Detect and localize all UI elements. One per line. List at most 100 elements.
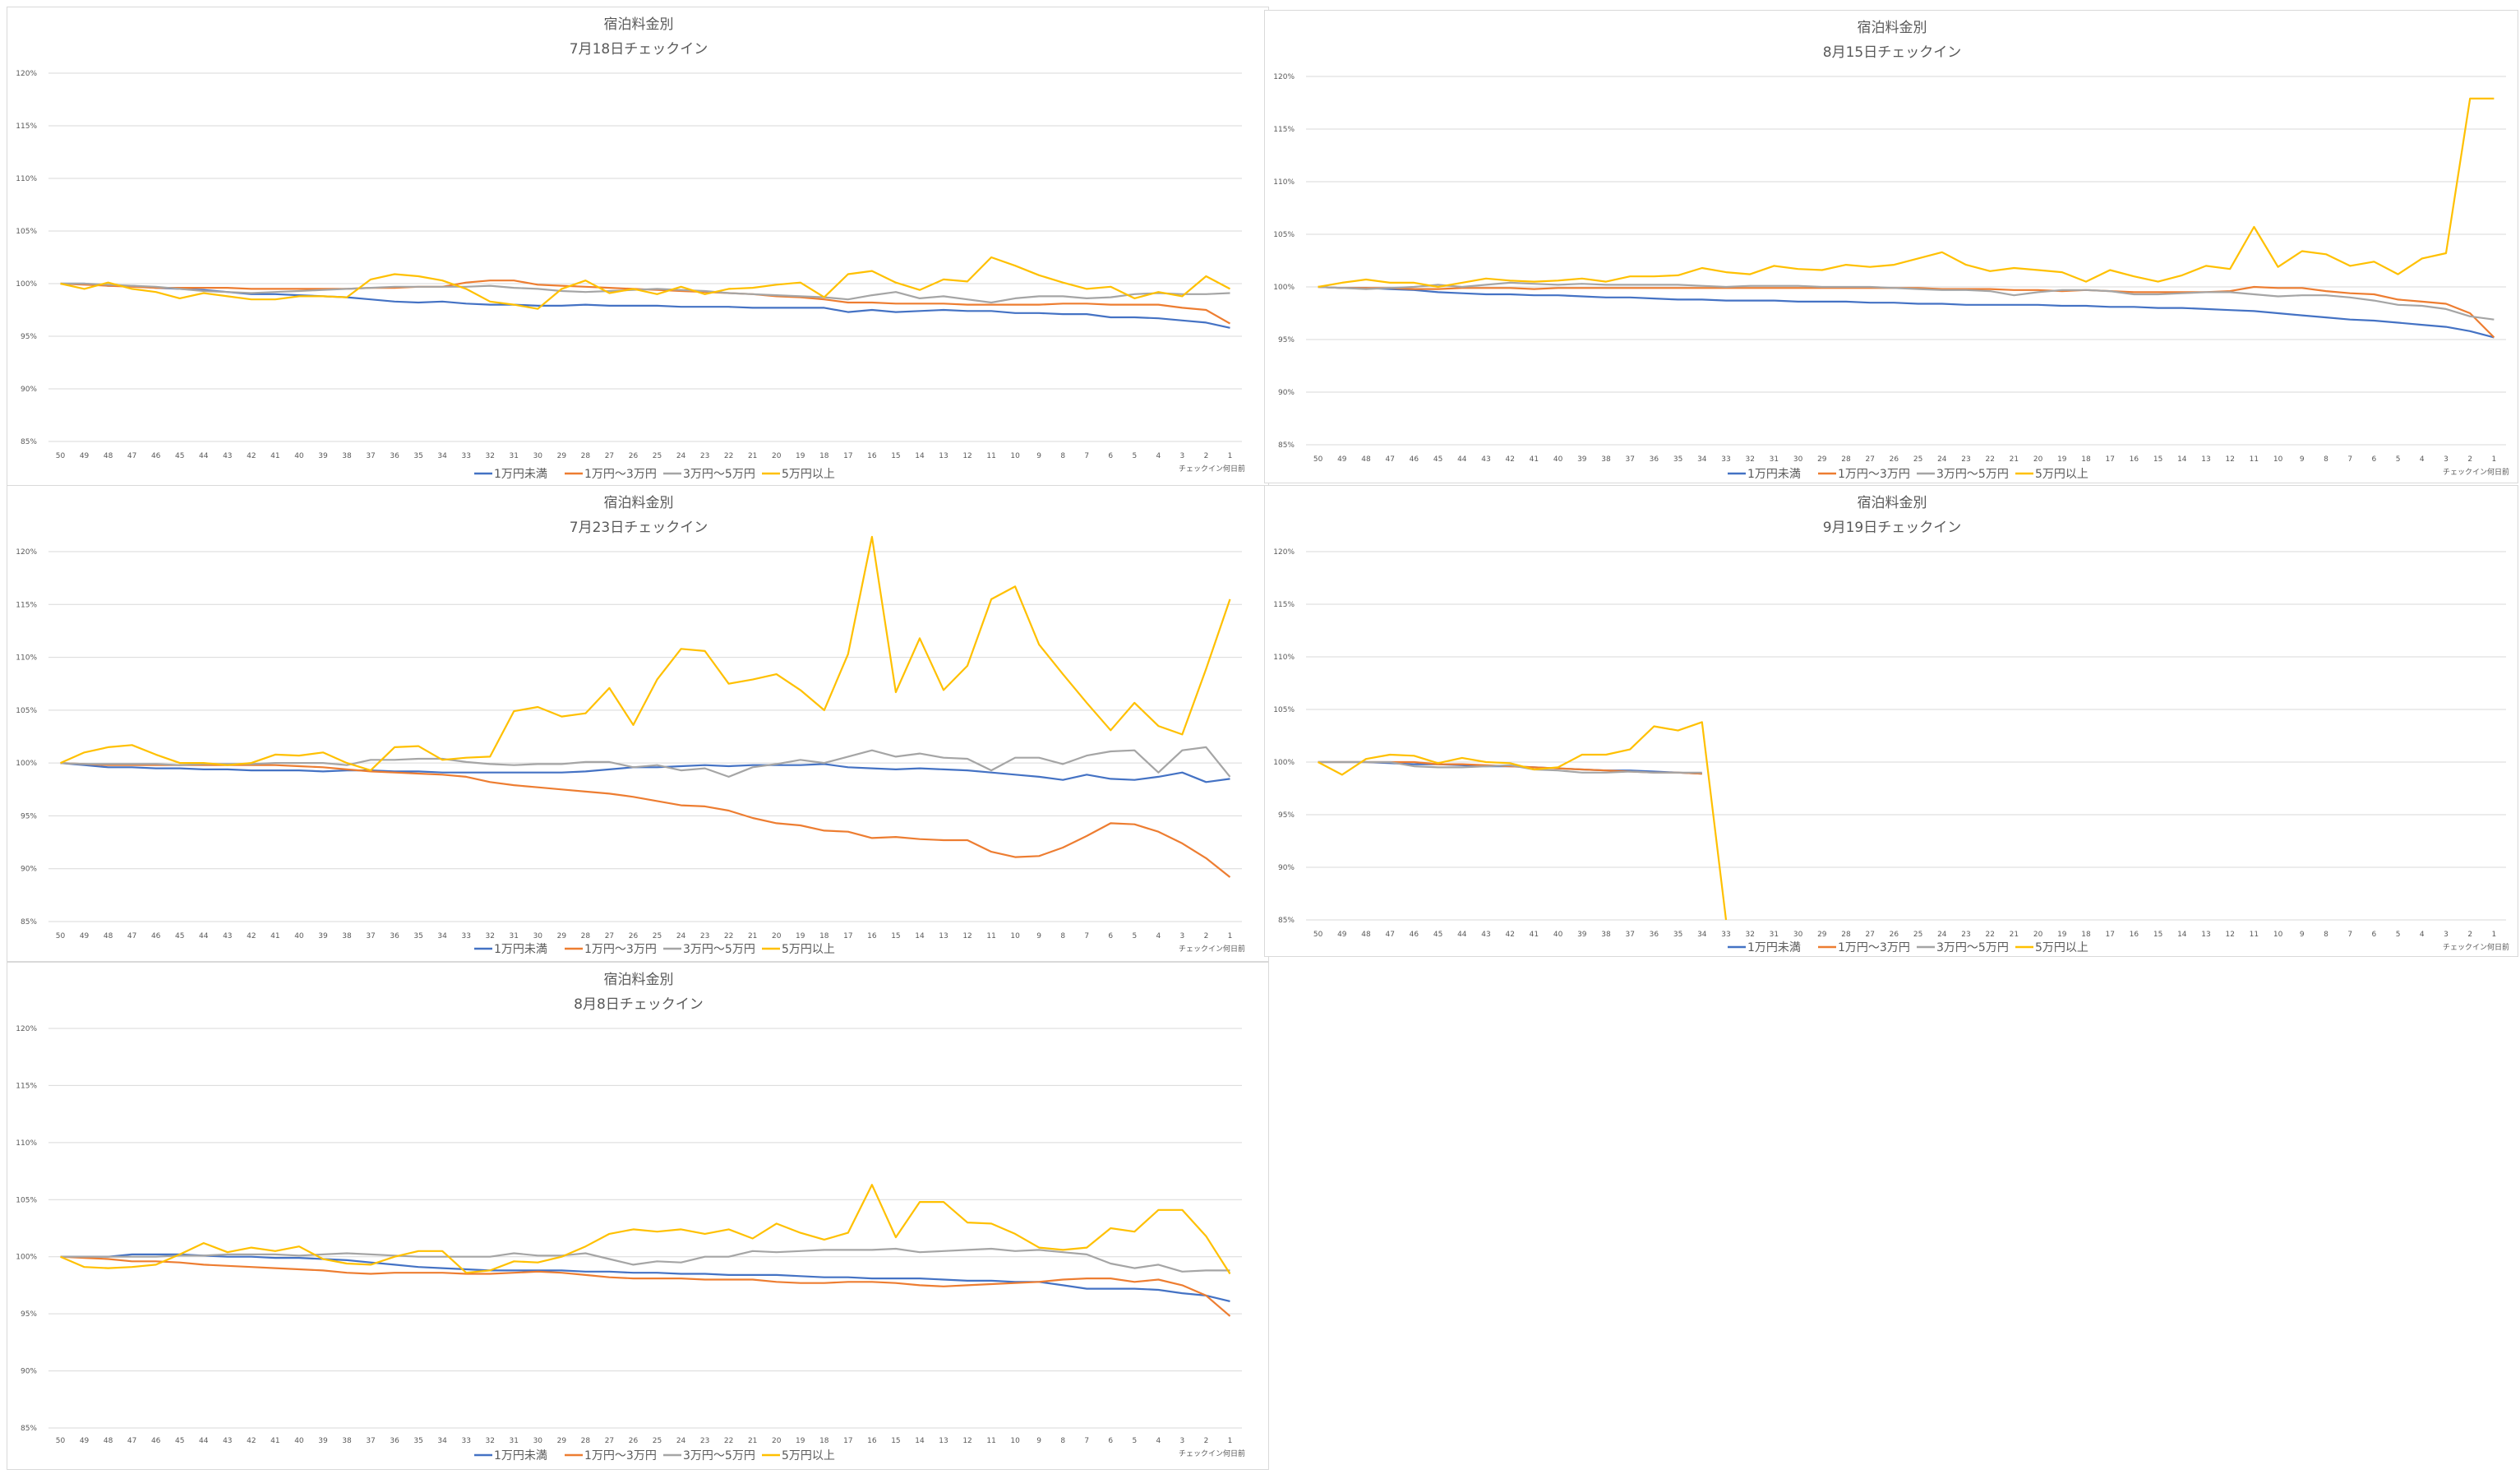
- x-tick-label: 37: [1625, 455, 1634, 464]
- x-tick-label: 11: [986, 452, 995, 460]
- x-tick-label: 4: [1156, 932, 1161, 940]
- x-tick-label: 34: [437, 452, 447, 460]
- x-tick-label: 35: [413, 452, 422, 460]
- x-tick-label: 48: [104, 1437, 113, 1445]
- chart-title: 宿泊料金別: [604, 495, 674, 511]
- chart-panel-0815: 宿泊料金別 8月15日チェックイン 85% 90% 95% 100% 105% 110% 115…: [1264, 10, 2518, 483]
- x-tick-label: 45: [1433, 931, 1442, 939]
- y-tick-label: 110%: [1273, 178, 1295, 187]
- y-tick-label: 120%: [1273, 73, 1295, 81]
- x-tick-label: 19: [796, 932, 805, 940]
- x-tick-label: 20: [772, 932, 782, 940]
- y-tick-label: 115%: [16, 601, 37, 609]
- x-tick-label: 2: [1204, 1437, 1209, 1445]
- x-tick-label: 15: [891, 932, 900, 940]
- x-tick-label: 41: [1530, 931, 1539, 939]
- line-chart-0919: 宿泊料金別9月19日チェックイン85%90%95%100%105%110%115…: [1273, 495, 2509, 954]
- x-tick-label: 12: [962, 932, 972, 940]
- line-chart-0718: 宿泊料金別7月18日チェックイン85%90%95%100%105%110%115…: [16, 16, 1245, 481]
- x-tick-label: 37: [366, 932, 375, 940]
- x-tick-label: 27: [605, 1437, 614, 1445]
- x-tick-label: 22: [724, 932, 733, 940]
- x-tick-label: 26: [629, 1437, 639, 1445]
- x-tick-label: 37: [1625, 931, 1634, 939]
- x-tick-label: 4: [2420, 931, 2425, 939]
- x-tick-label: 36: [390, 1437, 399, 1445]
- y-tick-label: 85%: [1278, 917, 1295, 925]
- x-tick-label: 15: [2153, 455, 2162, 464]
- x-tick-label: 24: [1937, 931, 1947, 939]
- x-tick-label: 44: [199, 932, 209, 940]
- series-line-3: [1318, 760, 1702, 774]
- x-tick-label: 14: [915, 932, 925, 940]
- x-tick-label: 13: [2201, 931, 2210, 939]
- chart-panel-0808: 宿泊料金別 8月8日チェックイン 85% 90% 95% 100% 105% 110% 115%…: [7, 962, 1269, 1470]
- x-tick-label: 14: [915, 452, 925, 460]
- x-tick-label: 49: [1337, 455, 1347, 464]
- y-tick-label: 100%: [16, 1254, 37, 1262]
- x-tick-label: 18: [819, 932, 829, 940]
- x-tick-label: 43: [223, 452, 232, 460]
- y-tick-label: 90%: [21, 866, 37, 874]
- x-tick-label: 38: [342, 1437, 352, 1445]
- x-tick-label: 31: [510, 1437, 519, 1445]
- x-tick-label: 20: [2033, 931, 2043, 939]
- x-tick-label: 49: [1337, 931, 1347, 939]
- x-tick-label: 8: [1060, 932, 1065, 940]
- x-tick-label: 29: [557, 1437, 567, 1445]
- x-tick-label: 17: [843, 932, 852, 940]
- x-tick-label: 25: [653, 932, 662, 940]
- x-tick-label: 46: [151, 452, 161, 460]
- y-tick-label: 110%: [1273, 654, 1295, 662]
- legend-label: 1万円未満: [494, 468, 547, 481]
- x-tick-label: 50: [56, 452, 66, 460]
- x-tick-label: 46: [151, 1437, 161, 1445]
- x-tick-label: 18: [819, 1437, 829, 1445]
- x-tick-label: 32: [1745, 931, 1754, 939]
- y-tick-label: 90%: [21, 1368, 37, 1376]
- x-tick-label: 30: [533, 932, 543, 940]
- x-tick-label: 36: [390, 452, 399, 460]
- x-tick-label: 7: [1084, 932, 1089, 940]
- series-line-4: [60, 535, 1231, 772]
- x-axis-label: チェックイン何日前: [1179, 1449, 1245, 1458]
- x-tick-label: 42: [247, 932, 256, 940]
- legend-label: 1万円〜3万円: [1838, 468, 1910, 481]
- legend-label: 1万円未満: [494, 1449, 547, 1462]
- x-tick-label: 47: [127, 932, 136, 940]
- x-tick-label: 17: [843, 1437, 852, 1445]
- y-tick-label: 105%: [16, 707, 37, 715]
- x-tick-label: 40: [294, 452, 304, 460]
- legend-label: 1万円〜3万円: [584, 1449, 657, 1462]
- x-tick-label: 6: [2372, 455, 2377, 464]
- legend-label: 1万円〜3万円: [1838, 941, 1910, 954]
- y-tick-label: 115%: [1273, 126, 1295, 134]
- y-tick-label: 100%: [1273, 284, 1295, 292]
- legend-label: 3万円〜5万円: [1936, 468, 2009, 481]
- x-tick-label: 26: [1890, 931, 1899, 939]
- x-tick-label: 34: [1697, 931, 1707, 939]
- y-tick-label: 85%: [21, 1425, 37, 1433]
- x-tick-label: 50: [1313, 931, 1323, 939]
- x-tick-label: 3: [2444, 931, 2448, 939]
- x-tick-label: 7: [2347, 455, 2352, 464]
- line-chart-0815: 宿泊料金別8月15日チェックイン85%90%95%100%105%110%115…: [1273, 20, 2509, 481]
- x-tick-label: 48: [1361, 931, 1371, 939]
- chart-subtitle: 9月19日チェックイン: [1823, 520, 1961, 536]
- x-tick-label: 5: [1132, 1437, 1137, 1445]
- y-tick-label: 90%: [1278, 389, 1295, 397]
- y-tick-label: 85%: [1278, 441, 1295, 450]
- y-tick-label: 120%: [16, 548, 37, 557]
- x-tick-label: 15: [891, 1437, 900, 1445]
- x-tick-label: 22: [724, 452, 733, 460]
- chart-title: 宿泊料金別: [1858, 20, 1927, 36]
- x-tick-label: 41: [270, 1437, 279, 1445]
- x-tick-label: 16: [867, 452, 877, 460]
- x-tick-label: 13: [939, 932, 948, 940]
- x-tick-label: 22: [1985, 931, 1994, 939]
- x-tick-label: 21: [2010, 455, 2019, 464]
- x-tick-label: 45: [175, 452, 184, 460]
- y-tick-label: 115%: [16, 122, 37, 131]
- x-tick-label: 43: [223, 1437, 232, 1445]
- legend-label: 3万円〜5万円: [683, 468, 755, 481]
